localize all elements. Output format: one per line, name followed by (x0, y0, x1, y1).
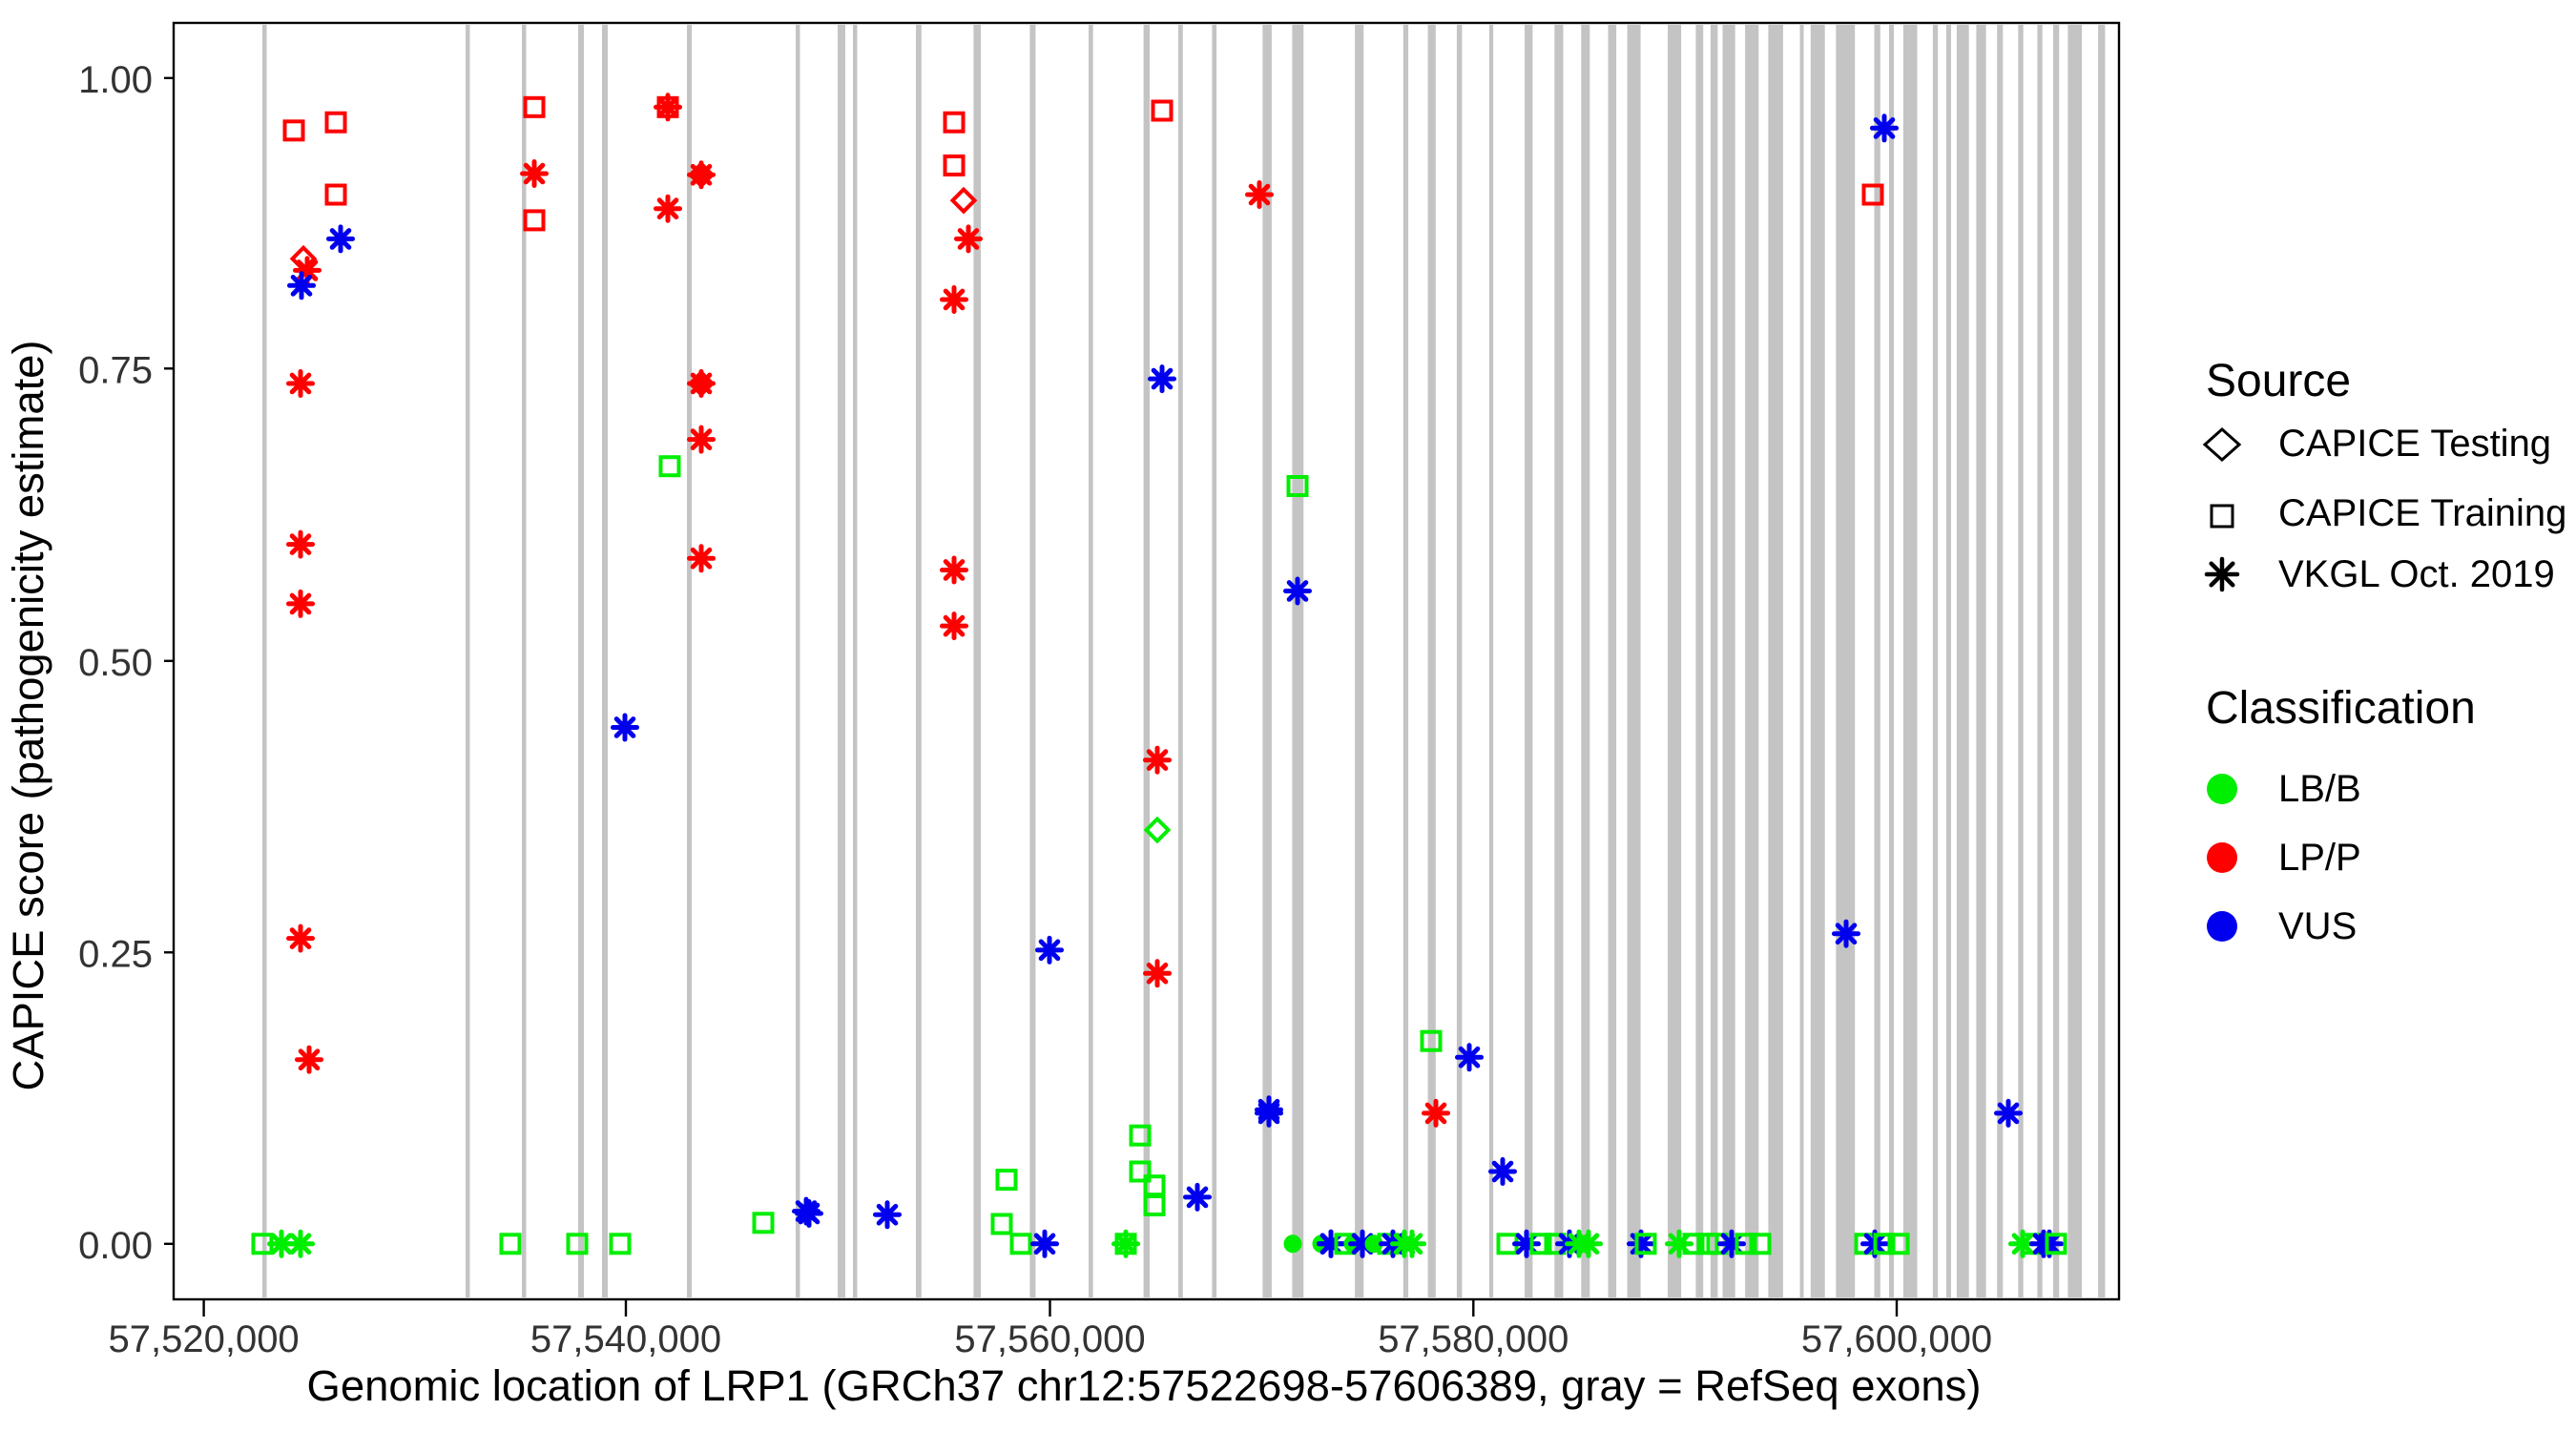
svg-text:0.00: 0.00 (78, 1225, 153, 1267)
svg-text:Classification: Classification (2206, 683, 2476, 734)
svg-text:CAPICE score (pathogenicity es: CAPICE score (pathogenicity estimate) (4, 340, 52, 1090)
svg-text:0.50: 0.50 (78, 642, 153, 684)
svg-text:57,520,000: 57,520,000 (108, 1318, 299, 1360)
svg-text:0.25: 0.25 (78, 933, 153, 975)
svg-text:CAPICE Training: CAPICE Training (2278, 492, 2566, 534)
svg-text:Source: Source (2206, 356, 2351, 406)
svg-text:Genomic location of LRP1 (GRCh: Genomic location of LRP1 (GRCh37 chr12:5… (307, 1361, 1982, 1410)
svg-text:57,600,000: 57,600,000 (1801, 1318, 1992, 1360)
svg-text:57,580,000: 57,580,000 (1378, 1318, 1568, 1360)
svg-text:VKGL Oct. 2019: VKGL Oct. 2019 (2278, 553, 2555, 595)
svg-text:LP/P: LP/P (2278, 837, 2361, 879)
svg-text:57,540,000: 57,540,000 (530, 1318, 721, 1360)
svg-text:57,560,000: 57,560,000 (954, 1318, 1145, 1360)
svg-text:CAPICE Testing: CAPICE Testing (2278, 423, 2551, 465)
svg-text:VUS: VUS (2278, 905, 2357, 947)
svg-text:LB/B: LB/B (2278, 768, 2361, 810)
svg-text:0.75: 0.75 (78, 349, 153, 391)
svg-text:1.00: 1.00 (78, 59, 153, 101)
